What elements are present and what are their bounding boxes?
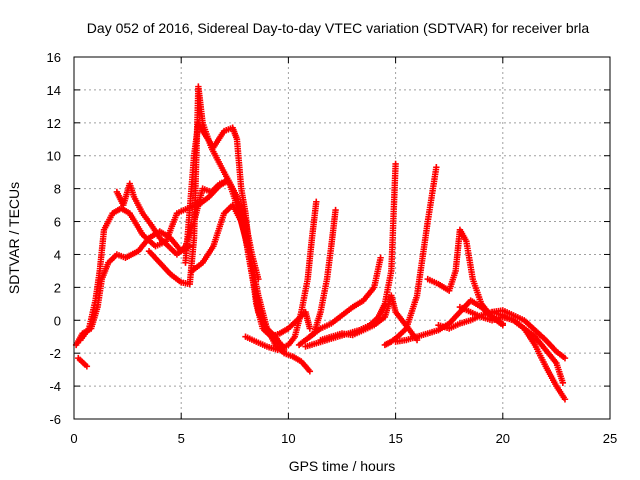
y-tick-label: 2 xyxy=(54,280,61,295)
series-arc-13 xyxy=(381,164,440,349)
x-tick-label: 10 xyxy=(281,431,295,446)
data-point xyxy=(561,396,569,403)
x-axis-title: GPS time / hours xyxy=(289,458,396,474)
y-tick-label: 12 xyxy=(47,116,61,131)
grid xyxy=(74,57,610,419)
series-arc-18 xyxy=(488,307,569,362)
y-tick-label: -4 xyxy=(49,379,61,394)
data-point xyxy=(392,160,399,168)
series-arc-7 xyxy=(188,201,314,375)
series-arc-9 xyxy=(295,206,339,349)
axis-ticks: 0 5 10 15 20 25 -6 -4 -2 0 2 4 6 8 10 12 14 16 xyxy=(47,50,618,446)
y-tick-label: -6 xyxy=(49,412,61,427)
y-tick-label: 16 xyxy=(47,50,61,65)
series-arc-1 xyxy=(75,354,91,370)
data-point xyxy=(561,354,569,362)
x-tick-label: 20 xyxy=(496,431,510,446)
y-axis-title: SDTVAR / TECUs xyxy=(6,182,22,294)
data-point xyxy=(499,320,506,327)
data-point xyxy=(559,379,567,386)
x-tick-label: 25 xyxy=(603,431,617,446)
plot-area xyxy=(72,83,569,403)
data-point xyxy=(83,363,91,370)
data-point xyxy=(433,164,440,171)
y-tick-label: 0 xyxy=(54,313,61,328)
y-tick-label: 14 xyxy=(47,83,61,98)
data-point xyxy=(377,254,384,261)
chart-title: Day 052 of 2016, Sidereal Day-to-day VTE… xyxy=(87,20,590,36)
data-point xyxy=(313,198,320,205)
y-tick-label: 10 xyxy=(47,149,61,164)
data-point xyxy=(332,206,339,214)
data-point xyxy=(306,325,314,332)
x-tick-label: 15 xyxy=(388,431,402,446)
series-arc-6 xyxy=(182,119,314,340)
series-arc-8 xyxy=(242,198,320,354)
data-point xyxy=(306,368,314,375)
y-tick-label: -2 xyxy=(49,346,61,361)
series-arc-12 xyxy=(317,292,421,344)
x-tick-label: 5 xyxy=(178,431,185,446)
y-tick-label: 8 xyxy=(54,182,61,197)
plot-frame xyxy=(73,56,611,420)
series-arc-2 xyxy=(72,228,193,349)
y-tick-label: 4 xyxy=(54,247,61,262)
x-tick-label: 0 xyxy=(70,431,77,446)
y-tick-label: 6 xyxy=(54,215,61,230)
series-arc-15 xyxy=(424,226,506,327)
series-arc-11 xyxy=(306,254,384,340)
